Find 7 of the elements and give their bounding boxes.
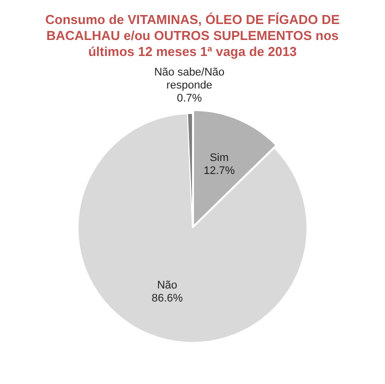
data-label: 0.7% <box>176 92 202 105</box>
slice-label: Não <box>157 279 178 292</box>
slice-label: Sim <box>210 152 229 164</box>
data-label: 86.6% <box>152 292 184 304</box>
data-label: 12.7% <box>204 165 235 178</box>
chart-title: Consumo de VITAMINAS, ÓLEO DE FÍGADO DE BACALHAU e/ou OUTROS SUPLEMENTOS nos últimos 12 meses 1ª vaga de 2013 <box>44 11 341 60</box>
slice-label: Não sabe/Não responde <box>154 66 225 92</box>
